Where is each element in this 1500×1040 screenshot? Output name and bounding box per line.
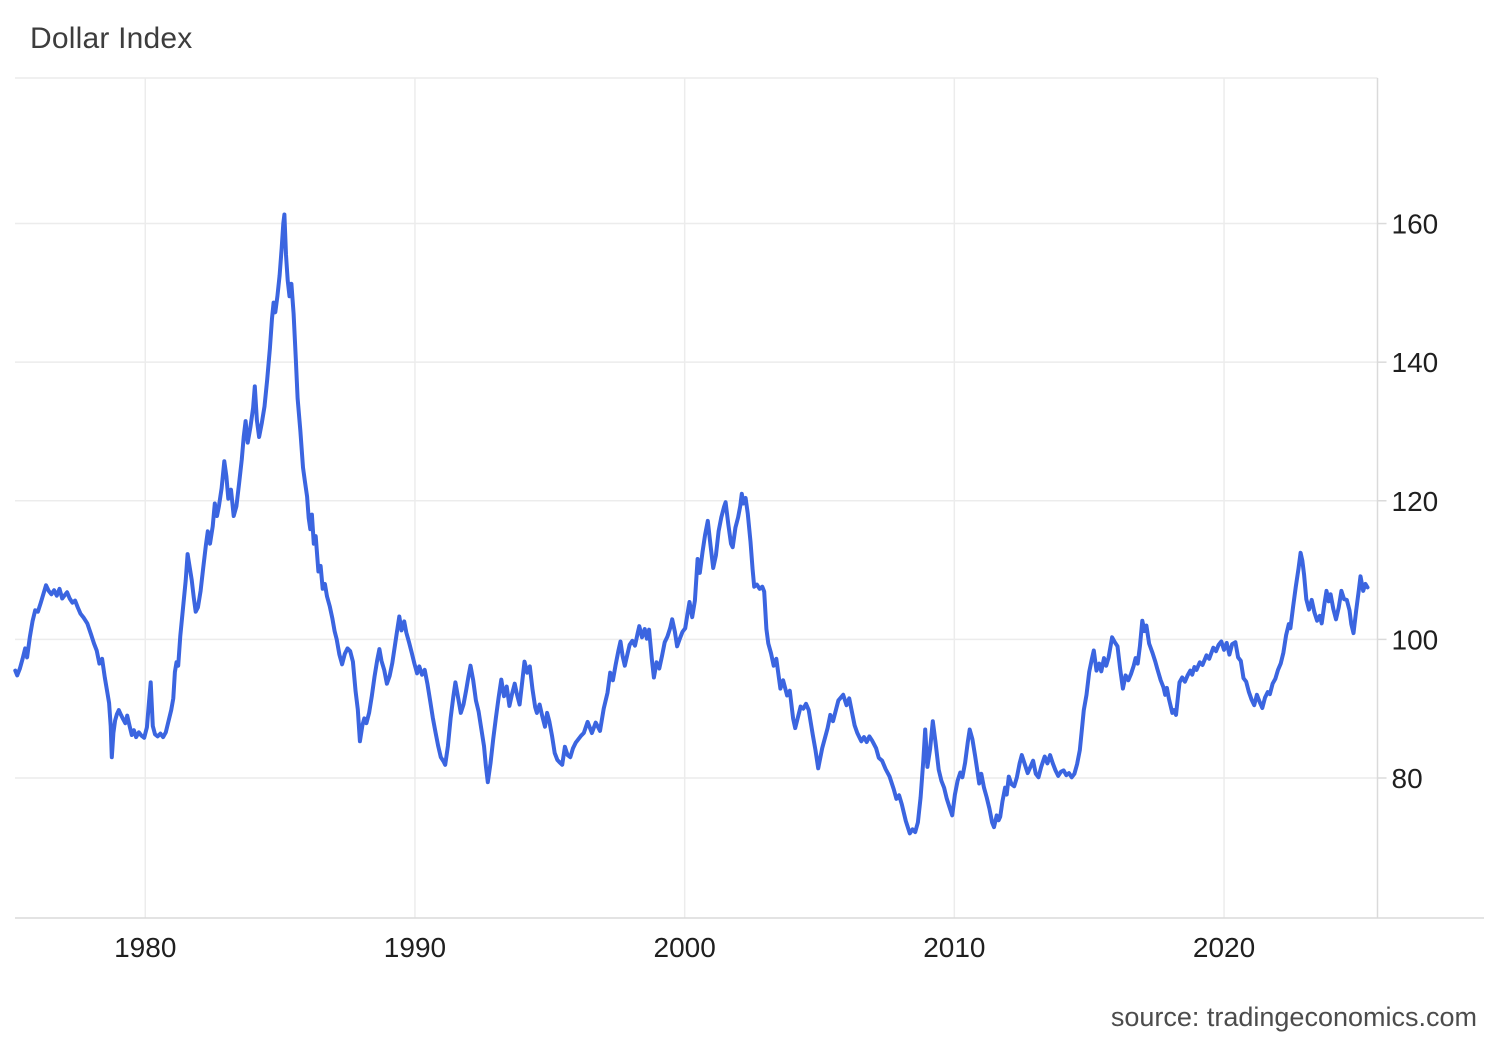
x-tick-label: 1990 [384,932,446,963]
y-tick-label: 140 [1392,347,1439,378]
chart-title: Dollar Index [30,22,193,55]
x-tick-label: 2020 [1193,932,1255,963]
x-tick-label: 1980 [114,932,176,963]
y-tick-label: 120 [1392,486,1439,517]
y-tick-label: 80 [1392,763,1423,794]
y-tick-label: 160 [1392,209,1439,240]
x-tick-label: 2000 [654,932,716,963]
price-line[interactable] [13,212,1370,836]
y-tick-label: 100 [1392,624,1439,655]
source-credit: source: tradingeconomics.com [1110,1002,1477,1032]
x-tick-label: 2010 [923,932,985,963]
